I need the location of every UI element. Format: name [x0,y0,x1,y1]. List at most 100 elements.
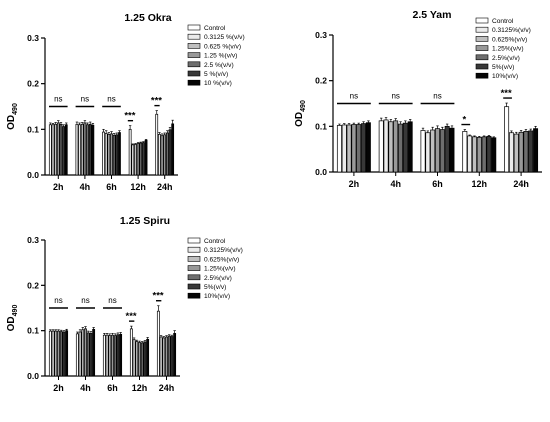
bar [462,131,468,173]
legend-swatch [187,237,201,244]
bar [108,335,112,377]
bar [486,136,492,173]
bar [54,330,58,377]
significance-label: *** [153,291,164,302]
legend-label: 2.5%(v/v) [204,275,232,282]
bar [383,119,389,173]
legend-swatch [187,61,201,68]
x-tick-label: 24h [159,383,175,393]
bar [142,142,145,176]
x-tick-label: 24h [513,179,529,189]
y-tick-label: 0.0 [27,371,39,381]
bar [159,336,163,377]
legend-label: 10 %(v/v) [204,80,232,87]
legend-swatch [475,26,489,33]
y-axis-label: OD490 [6,305,19,332]
x-tick-label: 2h [349,179,360,189]
bar [146,338,150,377]
bar [165,132,169,176]
y-tick-label: 0.3 [27,235,39,245]
significance-label: * [462,115,466,126]
bar [88,123,92,176]
bar [113,335,117,377]
legend-label: 1.25%(v/v) [204,266,236,273]
legend-swatch [187,24,201,31]
bar [388,121,394,173]
chart-title: 2.5 Yam [413,9,452,21]
bar [165,336,168,377]
bar [89,333,93,377]
legend-label: Control [492,18,514,25]
bar [140,342,144,377]
legend-label: 0.3125 %(v/v) [204,34,245,41]
bar [116,334,120,377]
bar [444,125,450,173]
y-tick-label: 0.1 [27,326,39,336]
bar [144,139,148,176]
legend-label: 2.5%(v/v) [492,55,520,62]
y-tick-label: 0.3 [27,33,39,43]
bar [135,341,139,377]
bar [86,124,89,176]
bar [136,143,140,176]
bar [139,142,143,176]
significance-label: ns [81,296,89,305]
x-tick-label: 6h [107,383,118,393]
bar [163,134,167,176]
bar [104,133,108,176]
x-tick-label: 4h [80,182,91,192]
significance-label: ns [433,92,441,101]
bar [476,136,482,173]
y-tick-label: 0.0 [315,167,327,177]
y-axis-label-subscript: 490 [12,305,19,317]
x-tick-label: 6h [432,179,443,189]
bar [336,125,342,173]
bar [81,329,85,377]
bar [168,129,172,176]
y-tick-label: 0.2 [27,280,39,290]
x-tick-label: 24h [157,182,173,192]
legend-swatch [187,43,201,49]
bar [64,124,68,176]
bar [378,120,384,173]
chart-panel: 1.25 Okra 0.0 0.1 0.2 0.3 OD490 2h ns 4h ns 6h ns 12… [6,12,245,192]
bar [143,341,147,377]
legend-swatch [475,54,489,61]
bar [402,122,408,173]
legend-label: Control [204,25,226,32]
bar [48,124,52,176]
bar [533,128,539,173]
bar [110,133,113,176]
bar [111,334,114,377]
y-tick-label: 0.1 [315,121,327,131]
bar [92,328,96,377]
significance-label: ns [54,95,62,104]
bar [173,333,177,377]
chart-panel: 1.25 Spiru 0.0 0.1 0.2 0.3 OD490 2h ns 4h ns 6h ns 1… [6,215,243,393]
bar [160,135,164,176]
legend-label: 0.625 %(v/v) [204,43,241,50]
bar [84,328,87,377]
bar [102,131,105,176]
bar [398,123,403,173]
significance-label: *** [126,311,137,322]
legend-label: 5%(v/v) [204,284,226,291]
legend-label: 1.25 %(v/v) [204,53,237,60]
bar [131,144,135,176]
bar [504,106,510,173]
bar [435,128,440,173]
y-tick-label: 0.2 [27,79,39,89]
legend-swatch [475,36,489,42]
x-tick-label: 4h [390,179,401,189]
significance-label: ns [81,95,89,104]
x-tick-label: 12h [132,383,148,393]
legend-swatch [475,45,489,51]
legend-swatch [187,274,201,281]
legend-label: 10%(v/v) [492,73,518,80]
bar [118,132,121,176]
bar [491,137,497,173]
bar [425,132,431,173]
bar [138,342,141,377]
